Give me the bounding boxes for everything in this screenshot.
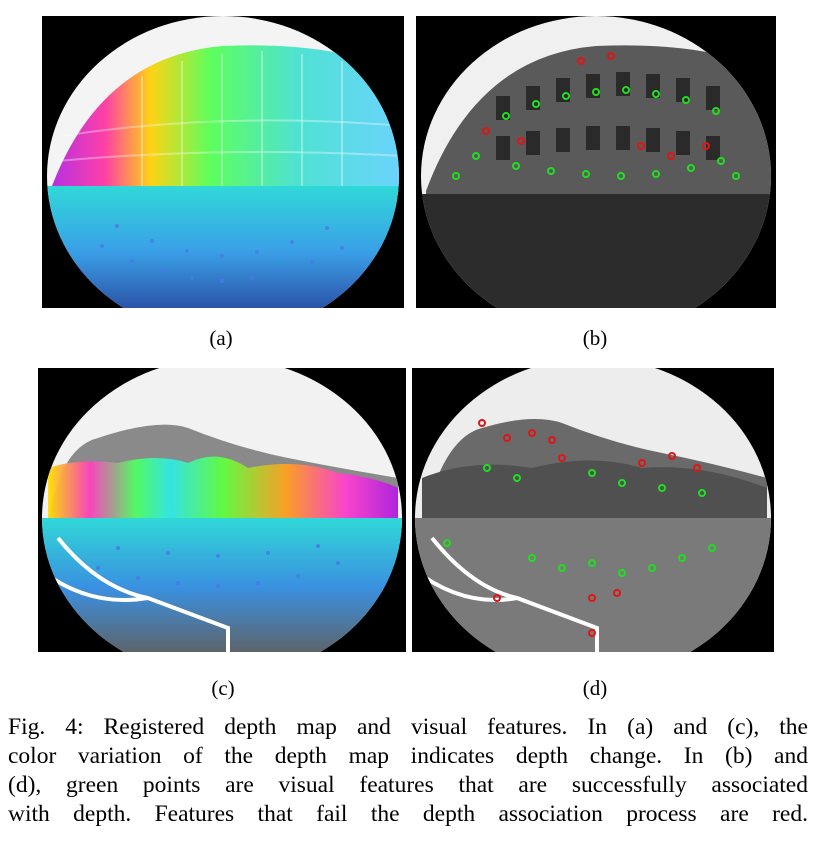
subfigure-label-d: (d): [582, 676, 608, 700]
subfigure-b-image: [416, 16, 776, 308]
subfigure-d-image: [412, 368, 774, 652]
caption-line: (d), green points are visual features th…: [8, 772, 808, 798]
figure-caption: Fig. 4: Registered depth map and visual …: [8, 713, 808, 829]
subfigure-a-image: [42, 16, 404, 308]
subfigure-label-a: (a): [209, 326, 233, 350]
caption-line: color variation of the depth map indicat…: [8, 743, 808, 769]
subfigure-c-image: [38, 368, 406, 652]
caption-line: Fig. 4: Registered depth map and visual …: [8, 714, 808, 740]
subfigure-label-c: (c): [211, 676, 235, 700]
caption-line: with depth. Features that fail the depth…: [8, 801, 808, 827]
subfigure-label-b: (b): [582, 326, 608, 350]
